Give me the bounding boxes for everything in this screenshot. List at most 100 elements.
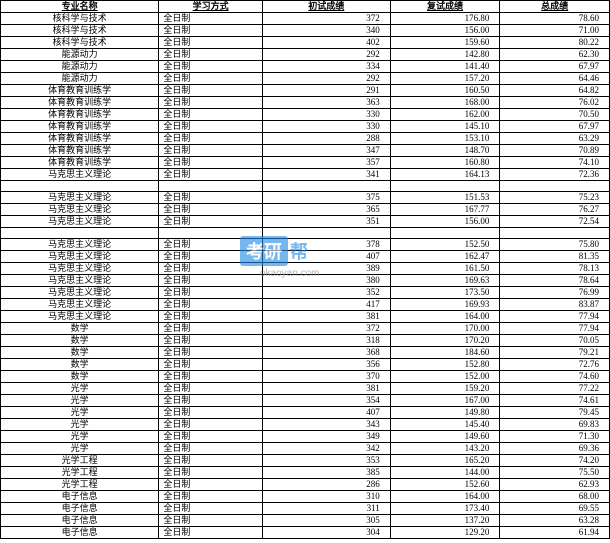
cell-mode: 全日制 [159, 239, 263, 251]
table-row: 马克思主义理论全日制352173.5076.99 [1, 287, 610, 299]
cell-score2: 162.00 [390, 109, 500, 121]
cell-score1: 389 [262, 263, 390, 275]
cell-total: 69.36 [500, 443, 610, 455]
cell-score1: 343 [262, 419, 390, 431]
cell-mode: 全日制 [159, 491, 263, 503]
cell-mode: 全日制 [159, 443, 263, 455]
table-row: 核科学与技术全日制340156.0071.00 [1, 25, 610, 37]
cell-major: 能源动力 [1, 49, 159, 61]
cell-score2: 160.80 [390, 157, 500, 169]
cell-score1: 352 [262, 287, 390, 299]
cell-major: 体育教育训练学 [1, 85, 159, 97]
cell-mode: 全日制 [159, 109, 263, 121]
cell-total: 75.50 [500, 467, 610, 479]
cell-score2: 169.63 [390, 275, 500, 287]
cell-score1: 356 [262, 359, 390, 371]
cell-major: 体育教育训练学 [1, 157, 159, 169]
cell-mode: 全日制 [159, 455, 263, 467]
cell-major: 体育教育训练学 [1, 121, 159, 133]
cell-score1: 330 [262, 121, 390, 133]
cell-mode: 全日制 [159, 169, 263, 181]
cell-major: 体育教育训练学 [1, 133, 159, 145]
cell-mode: 全日制 [159, 216, 263, 228]
cell-score1: 342 [262, 443, 390, 455]
cell-score1: 381 [262, 383, 390, 395]
cell-score2: 152.50 [390, 239, 500, 251]
cell-mode: 全日制 [159, 204, 263, 216]
cell-total: 76.99 [500, 287, 610, 299]
cell-score1: 292 [262, 49, 390, 61]
table-row: 马克思主义理论全日制417169.9383.87 [1, 299, 610, 311]
table-row: 体育教育训练学全日制347148.7070.89 [1, 145, 610, 157]
cell-major: 马克思主义理论 [1, 287, 159, 299]
cell-score2: 143.20 [390, 443, 500, 455]
table-header-row: 专业名称 学习方式 初试成绩 复试成绩 总成绩 [1, 1, 610, 13]
cell-total: 76.27 [500, 204, 610, 216]
cell-score2: 168.00 [390, 97, 500, 109]
cell-total: 61.94 [500, 527, 610, 539]
cell-total: 64.82 [500, 85, 610, 97]
cell-score1: 380 [262, 275, 390, 287]
cell-total: 70.50 [500, 109, 610, 121]
table-row: 体育教育训练学全日制363168.0076.02 [1, 97, 610, 109]
cell-score1: 318 [262, 335, 390, 347]
cell-score1: 402 [262, 37, 390, 49]
cell-score2: 161.50 [390, 263, 500, 275]
table-row: 马克思主义理论全日制407162.4781.35 [1, 251, 610, 263]
cell-score1: 288 [262, 133, 390, 145]
cell-mode: 全日制 [159, 419, 263, 431]
table-row: 数学全日制356152.8072.76 [1, 359, 610, 371]
empty-row [1, 228, 610, 239]
cell-score2: 162.47 [390, 251, 500, 263]
cell-major: 数学 [1, 323, 159, 335]
cell-total: 80.22 [500, 37, 610, 49]
cell-major: 能源动力 [1, 61, 159, 73]
cell-score2: 160.50 [390, 85, 500, 97]
table-row: 能源动力全日制292142.8062.30 [1, 49, 610, 61]
cell-total: 75.23 [500, 192, 610, 204]
table-row: 体育教育训练学全日制288153.1063.29 [1, 133, 610, 145]
cell-major: 光学 [1, 407, 159, 419]
cell-major: 马克思主义理论 [1, 216, 159, 228]
cell-score1: 291 [262, 85, 390, 97]
cell-major: 光学 [1, 419, 159, 431]
cell-major: 马克思主义理论 [1, 263, 159, 275]
cell-score1: 381 [262, 311, 390, 323]
empty-row [1, 181, 610, 192]
cell-major: 体育教育训练学 [1, 97, 159, 109]
cell-score1: 370 [262, 371, 390, 383]
cell-score1: 417 [262, 299, 390, 311]
table-row: 体育教育训练学全日制330162.0070.50 [1, 109, 610, 121]
cell-major: 核科学与技术 [1, 13, 159, 25]
cell-total: 63.28 [500, 515, 610, 527]
cell-mode: 全日制 [159, 299, 263, 311]
cell-score2: 173.50 [390, 287, 500, 299]
cell-total: 78.60 [500, 13, 610, 25]
cell-total: 64.46 [500, 73, 610, 85]
table-row: 数学全日制368184.6079.21 [1, 347, 610, 359]
cell-total: 71.00 [500, 25, 610, 37]
cell-major: 数学 [1, 371, 159, 383]
cell-major: 电子信息 [1, 527, 159, 539]
cell-major: 马克思主义理论 [1, 239, 159, 251]
cell-score2: 145.40 [390, 419, 500, 431]
cell-mode: 全日制 [159, 371, 263, 383]
cell-mode: 全日制 [159, 407, 263, 419]
cell-mode: 全日制 [159, 515, 263, 527]
table-row: 体育教育训练学全日制291160.5064.82 [1, 85, 610, 97]
cell-score1: 385 [262, 467, 390, 479]
cell-score1: 304 [262, 527, 390, 539]
cell-mode: 全日制 [159, 37, 263, 49]
cell-major: 数学 [1, 347, 159, 359]
cell-score2: 156.00 [390, 216, 500, 228]
table-row: 马克思主义理论全日制341164.1372.36 [1, 169, 610, 181]
cell-mode: 全日制 [159, 192, 263, 204]
cell-mode: 全日制 [159, 121, 263, 133]
header-major: 专业名称 [1, 1, 159, 13]
cell-major: 电子信息 [1, 515, 159, 527]
table-row: 核科学与技术全日制372176.8078.60 [1, 13, 610, 25]
cell-score1: 357 [262, 157, 390, 169]
cell-total: 76.02 [500, 97, 610, 109]
table-row: 数学全日制318170.2070.05 [1, 335, 610, 347]
cell-major: 马克思主义理论 [1, 311, 159, 323]
